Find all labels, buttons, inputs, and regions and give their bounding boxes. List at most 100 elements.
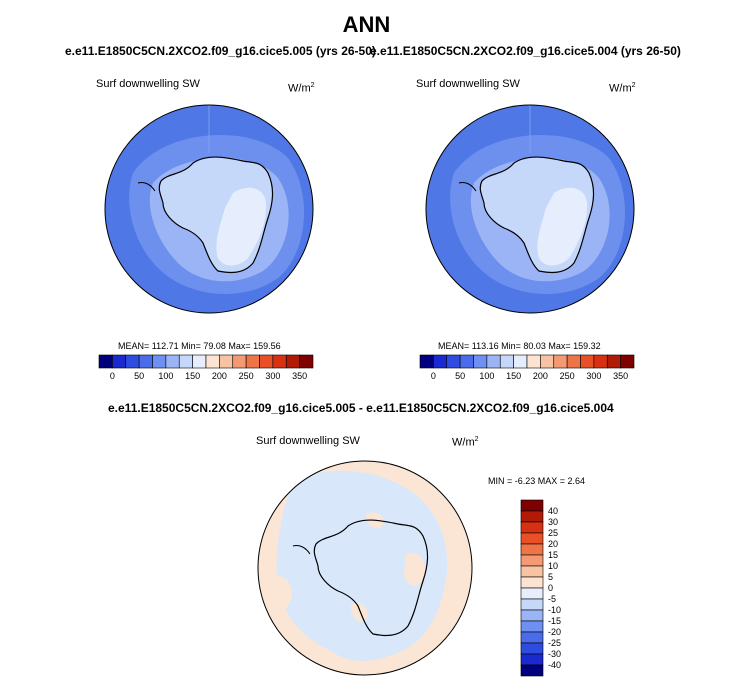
colorbar-box (285, 354, 300, 369)
colorbar-tick-label: 150 (185, 371, 201, 381)
colorbar-box (520, 565, 544, 578)
colorbar-tick-label: -25 (548, 638, 562, 648)
colorbar-diff (520, 499, 544, 677)
colorbar-box (513, 354, 528, 369)
coastline-right (479, 156, 595, 274)
colorbar-tick-label: 0 (548, 583, 554, 593)
colorbar-box (520, 510, 544, 523)
colorbar-box (520, 653, 544, 666)
diff-case-title: e.e11.E1850C5CN.2XCO2.f09_g16.cice5.005 … (108, 401, 614, 415)
east-antarctica-plateau-right (537, 187, 588, 266)
colorbar-tick-label: -20 (548, 627, 562, 637)
colorbar-box (433, 354, 448, 369)
colorbar-box (540, 354, 555, 369)
colorbar-tick-label: 10 (548, 561, 559, 571)
main-title: ANN (342, 12, 391, 37)
colorbar-box (152, 354, 167, 369)
colorbar-tick-label: 250 (238, 371, 254, 381)
colorbar-tick-label: 300 (586, 371, 602, 381)
colorbar-box (520, 532, 544, 545)
colorbar-tick-label: 100 (479, 371, 495, 381)
colorbar-ticks-diff: 40 30 25 20 15 10 5 0 -5 -10 -15 -20 -25 -30 -40 (548, 500, 578, 676)
colorbar-box (178, 354, 193, 369)
colorbar-tick-label: 350 (613, 371, 629, 381)
colorbar-box (520, 598, 544, 611)
coastline-diff (313, 519, 429, 637)
colorbar-box (593, 354, 608, 369)
east-antarctica-plateau-left (216, 187, 267, 266)
case-title-right: e.e11.E1850C5CN.2XCO2.f09_g16.cice5.004 … (370, 44, 681, 58)
colorbar-box (299, 354, 314, 369)
polar-map-right (425, 104, 635, 314)
colorbar-box (459, 354, 474, 369)
colorbar-box (138, 354, 153, 369)
colorbar-tick-label: -30 (548, 649, 562, 659)
colorbar-tick-label: -5 (548, 594, 557, 604)
colorbar-right (419, 354, 635, 369)
peninsula-coast-left (137, 182, 156, 192)
colorbar-tick-label: 50 (455, 371, 466, 381)
stats-left: MEAN= 112.71 Min= 79.08 Max= 159.56 (118, 341, 281, 351)
colorbar-tick-label: 25 (548, 528, 559, 538)
colorbar-box (112, 354, 127, 369)
colorbar-box (553, 354, 568, 369)
colorbar-box (520, 499, 544, 512)
colorbar-ticks-right: 0 50 100 150 200 250 300 350 (420, 371, 634, 383)
colorbar-box (205, 354, 220, 369)
colorbar-box (526, 354, 541, 369)
colorbar-box (520, 554, 544, 567)
polar-map-left (104, 104, 314, 314)
colorbar-tick-label: 250 (559, 371, 575, 381)
colorbar-box (580, 354, 595, 369)
colorbar-tick-label: 40 (548, 506, 559, 516)
colorbar-tick-label: 20 (548, 539, 559, 549)
colorbar-tick-label: -10 (548, 605, 562, 615)
colorbar-box (520, 620, 544, 633)
colorbar-tick-label: -40 (548, 660, 562, 670)
colorbar-box (125, 354, 140, 369)
colorbar-box (520, 609, 544, 622)
colorbar-box (232, 354, 247, 369)
colorbar-box (520, 521, 544, 534)
colorbar-tick-label: 50 (134, 371, 145, 381)
variable-label-left: Surf downwelling SW (96, 78, 200, 90)
colorbar-tick-label: 15 (548, 550, 559, 560)
units-label-diff: W/m2 (452, 436, 479, 449)
colorbar-box (272, 354, 287, 369)
variable-label-diff: Surf downwelling SW (256, 435, 360, 447)
colorbar-box (98, 354, 113, 369)
colorbar-box (192, 354, 207, 369)
colorbar-box (520, 576, 544, 589)
colorbar-box (620, 354, 635, 369)
stats-diff: MIN = -6.23 MAX = 2.64 (488, 476, 586, 486)
colorbar-box (165, 354, 180, 369)
peninsula-coast-right (458, 182, 477, 192)
polar-map-diff (257, 460, 473, 676)
peninsula-coast-diff (292, 545, 311, 555)
colorbar-box (520, 631, 544, 644)
colorbar-tick-label: 100 (158, 371, 174, 381)
coastline-left (158, 156, 274, 274)
colorbar-box (520, 664, 544, 677)
colorbar-tick-label: 0 (109, 371, 115, 381)
colorbar-tick-label: 200 (532, 371, 548, 381)
case-title-left: e.e11.E1850C5CN.2XCO2.f09_g16.cice5.005 … (65, 44, 376, 58)
colorbar-box (419, 354, 434, 369)
colorbar-box (446, 354, 461, 369)
colorbar-left (98, 354, 314, 369)
colorbar-box (473, 354, 488, 369)
colorbar-box (499, 354, 514, 369)
colorbar-box (520, 543, 544, 556)
units-label-right: W/m2 (609, 82, 636, 95)
colorbar-box (606, 354, 621, 369)
units-label-left: W/m2 (288, 82, 315, 95)
colorbar-tick-label: -15 (548, 616, 562, 626)
colorbar-ticks-left: 0 50 100 150 200 250 300 350 (99, 371, 313, 383)
diff-negative-region (276, 470, 448, 661)
colorbar-tick-label: 30 (548, 517, 559, 527)
colorbar-tick-label: 300 (265, 371, 281, 381)
colorbar-box (520, 587, 544, 600)
colorbar-box (566, 354, 581, 369)
colorbar-box (219, 354, 234, 369)
colorbar-tick-label: 5 (548, 572, 554, 582)
